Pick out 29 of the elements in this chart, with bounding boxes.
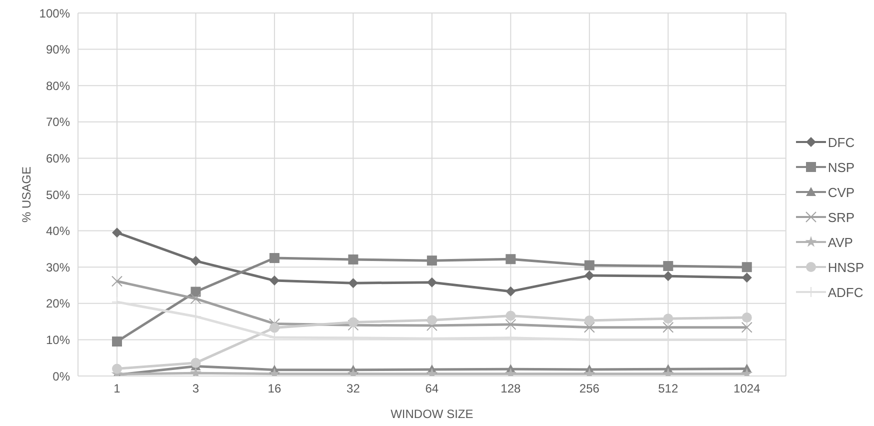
y-tick-label: 10% (46, 332, 70, 347)
legend-label: HNSP (828, 260, 864, 274)
x-tick-label: 1024 (734, 382, 761, 396)
y-tick-label: 40% (46, 224, 70, 238)
y-tick-label: 90% (46, 42, 70, 57)
legend-label: SRP (828, 210, 855, 224)
x-tick-label: 128 (500, 382, 522, 396)
y-tick-label: 60% (46, 151, 70, 166)
x-tick-label: 16 (268, 382, 282, 396)
legend-label: ADFC (828, 284, 864, 300)
x-tick-label: 256 (579, 382, 600, 396)
y-tick-label: 30% (46, 260, 70, 274)
legend-label: DFC (828, 134, 855, 150)
y-tick-label: 50% (46, 188, 70, 202)
y-axis-title: % USAGE (19, 166, 34, 223)
legend-label: NSP (828, 160, 855, 174)
y-tick-label: 80% (46, 78, 70, 93)
y-tick-label: 20% (46, 296, 70, 311)
y-tick-label: 100% (39, 6, 70, 20)
x-tick-label: 3 (192, 382, 200, 396)
x-tick-label: 64 (425, 382, 439, 396)
y-tick-label: 70% (46, 115, 70, 130)
x-tick-label: 1 (114, 382, 121, 396)
legend-label: CVP (828, 184, 855, 200)
x-tick-label: 512 (658, 382, 678, 396)
x-tick-label: 32 (346, 382, 360, 396)
x-axis-title: WINDOW SIZE (390, 407, 474, 421)
legend-label: AVP (828, 234, 853, 250)
y-tick-label: 0% (52, 369, 70, 384)
